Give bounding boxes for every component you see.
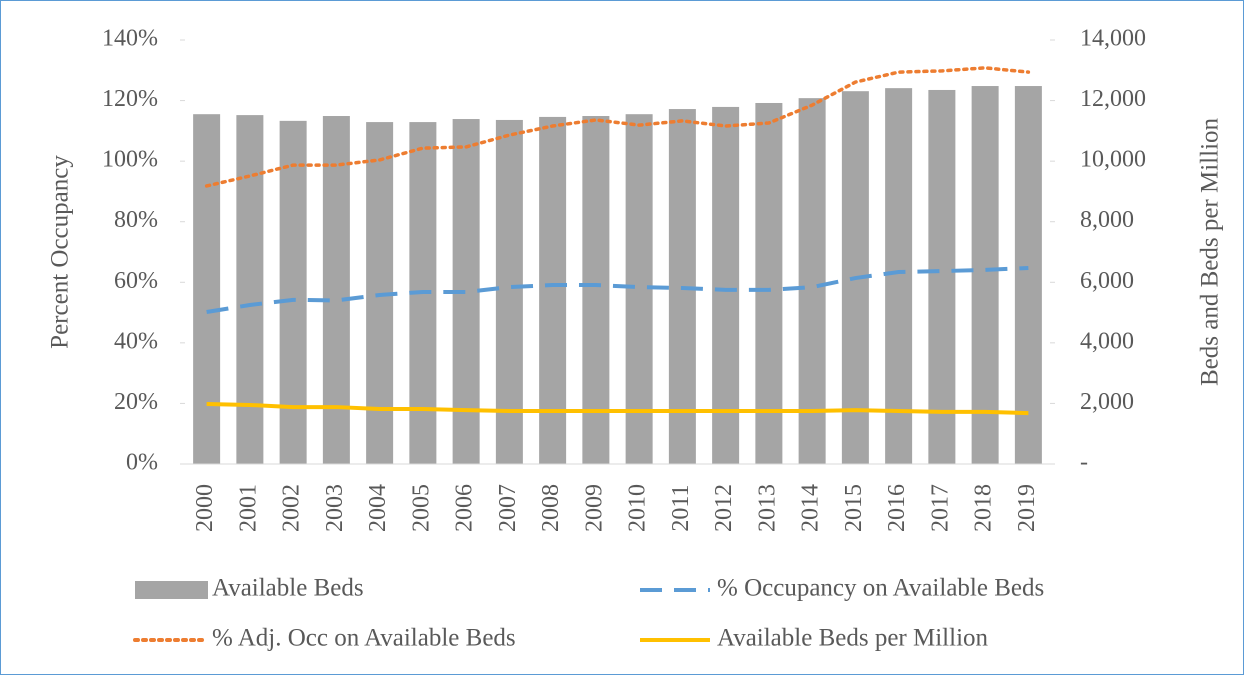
y-tick-label: 40% [114,328,158,354]
x-tick-label: 2010 [625,484,651,532]
line [206,402,1029,416]
y-tick-label: 20% [114,389,158,415]
bar [712,106,740,464]
y2-axis-title: Beds and Beds per Million [1197,117,1224,386]
x-tick-label: 2014 [798,484,824,532]
bar [279,120,307,464]
x-tick-label: 2018 [971,484,997,532]
bar [322,116,350,464]
y2-tick-label: 8,000 [1080,207,1134,233]
x-tick-label: 2017 [927,484,953,532]
x-tick-label: 2015 [841,484,867,532]
y2-tick-label: 4,000 [1080,328,1134,354]
line [206,266,1029,314]
x-tick-label: 2004 [365,484,391,532]
x-tick-label: 2006 [452,484,478,532]
y-axis-title: Percent Occupancy [47,155,74,349]
bar [582,116,610,464]
y2-tick-label: 12,000 [1080,86,1146,112]
y-tick-label: 60% [114,268,158,294]
legend-label: Available Beds [212,575,364,602]
x-tick-label: 2009 [581,484,607,532]
y-tick-label: 0% [126,450,158,476]
x-tick-label: 2001 [235,484,261,532]
y2-tick-label: 6,000 [1080,268,1134,294]
bar [539,116,567,464]
x-tick-label: 2016 [884,484,910,532]
x-tick-label: 2005 [408,484,434,532]
x-tick-label: 2012 [711,484,737,532]
bar [971,86,999,464]
x-tick-label: 2011 [668,484,694,531]
x-tick-label: 2013 [754,484,780,532]
x-tick-label: 2002 [279,484,305,532]
y2-tick-label: - [1080,450,1088,476]
bar [193,114,221,464]
y-tick-label: 140% [102,26,158,52]
x-tick-label: 2008 [538,484,564,532]
bar [495,119,523,464]
legend-label: % Occupancy on Available Beds [717,575,1044,602]
bar [236,115,264,464]
y2-tick-label: 10,000 [1080,147,1146,173]
bar [798,98,826,465]
x-tick-label: 2007 [495,484,521,532]
x-tick-label: 2019 [1014,484,1040,532]
y2-tick-label: 14,000 [1080,26,1146,52]
legend-label: % Adj. Occ on Available Beds [212,625,516,652]
bar [885,88,913,464]
bar [755,102,783,464]
legend-label: Available Beds per Million [717,625,989,652]
bar [1014,86,1042,464]
y-tick-label: 80% [114,207,158,233]
x-tick-label: 2000 [192,484,218,532]
y2-tick-label: 2,000 [1080,389,1134,415]
line [204,66,1031,188]
legend-swatch [135,581,208,599]
y-tick-label: 100% [102,147,158,173]
bar [928,89,956,464]
y-tick-label: 120% [102,86,158,112]
x-tick-label: 2003 [322,484,348,532]
